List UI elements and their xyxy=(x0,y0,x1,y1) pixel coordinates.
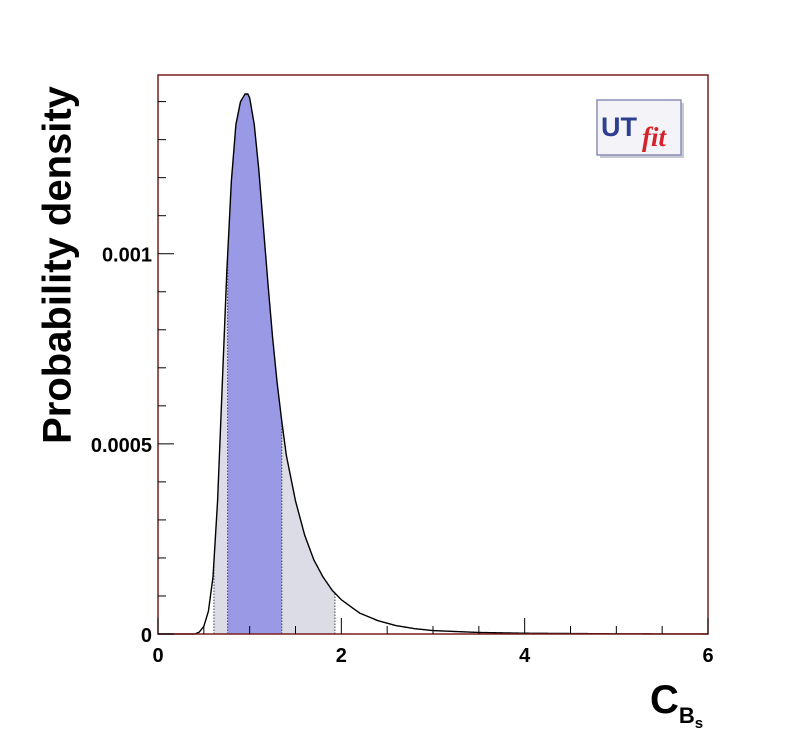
x-axis-title-sub: B xyxy=(679,703,695,728)
y-tick-label-1: 0.0005 xyxy=(91,435,152,457)
utfit-logo: UT fit xyxy=(596,99,684,158)
interval-fills xyxy=(213,94,335,634)
y-tick-label-2: 0.001 xyxy=(102,245,152,267)
x-axis-title-subsub: s xyxy=(695,715,703,732)
x-tick-label-1: 2 xyxy=(336,645,347,667)
logo-fit-text: fit xyxy=(642,122,667,152)
y-tick-label-0: 0 xyxy=(141,625,152,647)
x-tick-label-2: 4 xyxy=(519,645,531,667)
interval-dividers xyxy=(213,254,336,634)
logo-ut-text: UT xyxy=(601,112,637,142)
y-axis-title: Probability density xyxy=(36,85,80,444)
axis-tick-labels: 0 2 4 6 0 0.0005 0.001 xyxy=(91,245,714,667)
x-tick-label-3: 6 xyxy=(702,645,713,667)
interval-68-fill xyxy=(227,94,282,634)
x-axis-title: CBs xyxy=(650,678,703,732)
x-tick-label-0: 0 xyxy=(152,645,163,667)
x-axis-title-main: C xyxy=(650,678,679,722)
logo-box xyxy=(596,99,682,156)
axis-ticks xyxy=(157,101,709,635)
